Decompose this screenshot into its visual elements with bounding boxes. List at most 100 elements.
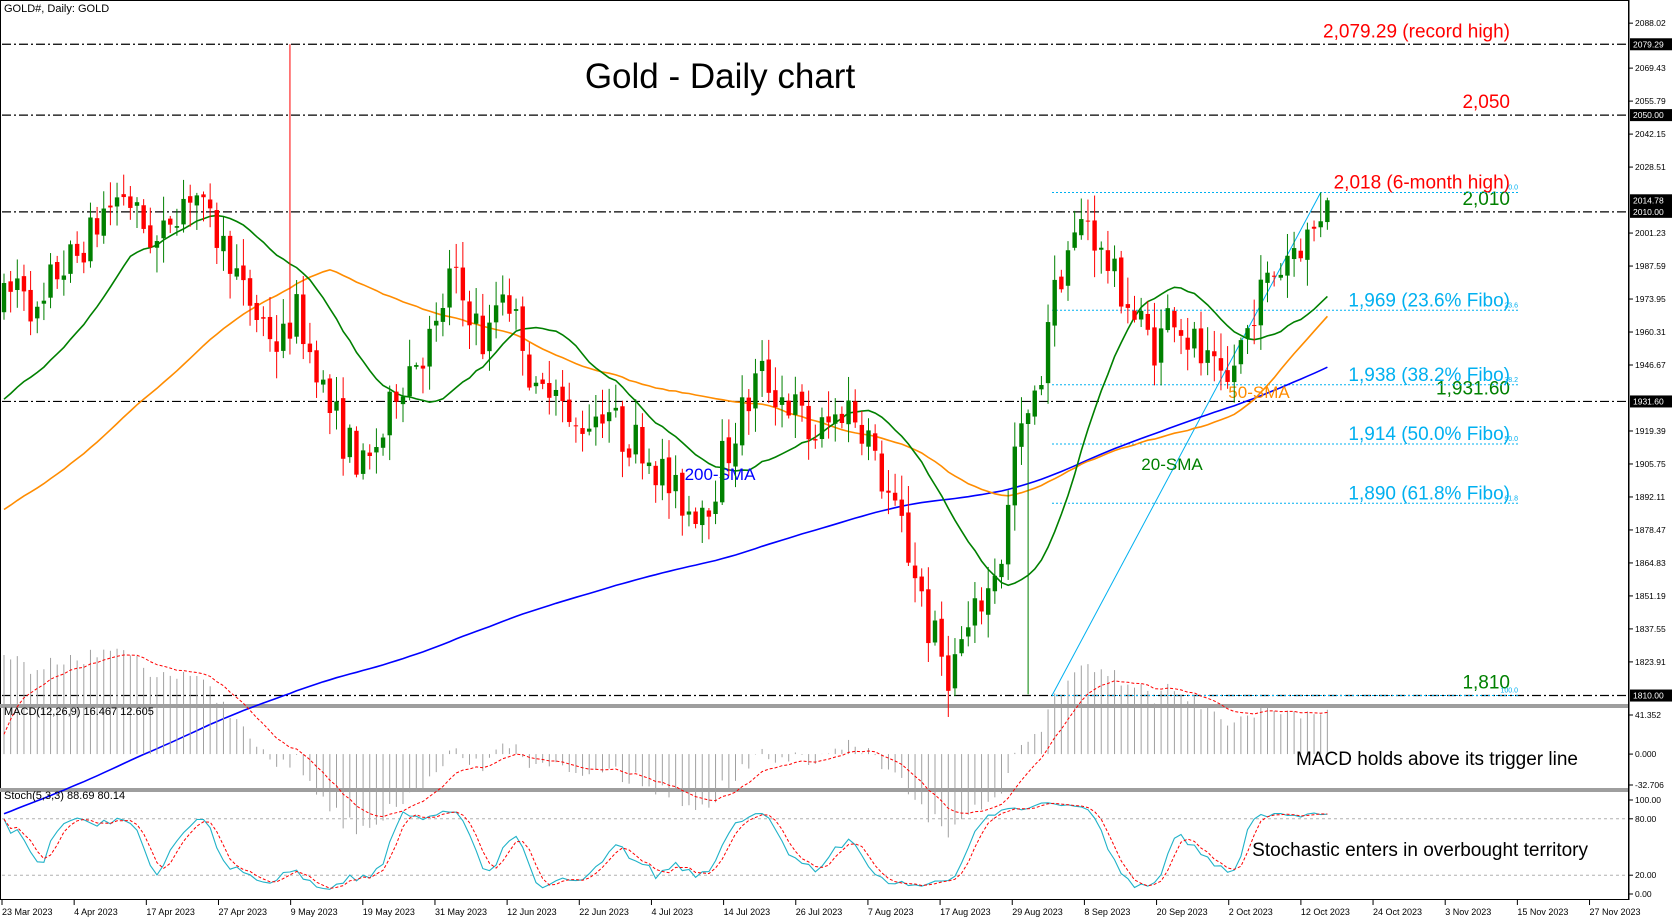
- candle-body: [979, 600, 984, 612]
- candle-body: [859, 424, 865, 444]
- price-tick-label: 2069.43: [1635, 63, 1666, 73]
- sma-label: 20-SMA: [1141, 455, 1203, 474]
- candle-body: [1218, 358, 1224, 371]
- candle-body: [520, 306, 525, 351]
- candle-body: [567, 399, 572, 423]
- price-tick-label: 1837.55: [1635, 624, 1666, 634]
- candle-body: [367, 452, 372, 457]
- candle-body: [1245, 328, 1250, 339]
- candle-body: [906, 512, 911, 563]
- candle-body: [999, 563, 1004, 578]
- candle-body: [61, 275, 67, 280]
- candle-body: [839, 413, 845, 423]
- candle-body: [1119, 257, 1124, 307]
- candle-body: [1311, 226, 1317, 229]
- candle-body: [1185, 337, 1190, 350]
- candle-body: [234, 268, 239, 277]
- candle-body: [8, 281, 13, 292]
- date-label: 24 Oct 2023: [1373, 907, 1422, 917]
- candle-body: [35, 306, 40, 319]
- candle-body: [939, 618, 944, 657]
- candle-body: [354, 430, 359, 475]
- candle-body: [593, 416, 599, 428]
- candle-body: [374, 447, 379, 453]
- candle-body: [753, 373, 758, 409]
- candle-body: [826, 416, 831, 423]
- candle-body: [680, 472, 685, 516]
- price-tick-label: 2028.51: [1635, 162, 1666, 172]
- candle-body: [986, 588, 991, 615]
- candle-body: [500, 294, 505, 303]
- candle-body: [347, 427, 352, 458]
- candle-body: [1105, 250, 1111, 271]
- candle-body: [1, 283, 7, 313]
- candle-body: [626, 448, 632, 458]
- level-label: 2,050: [1462, 92, 1510, 113]
- candle-body: [1099, 247, 1104, 250]
- candle-body: [1318, 221, 1323, 228]
- candle-body: [1092, 220, 1097, 251]
- price-marker-label: 2014.78: [1633, 195, 1664, 205]
- candle-body: [706, 510, 712, 517]
- level-label: 2,010: [1462, 189, 1510, 210]
- candle-body: [527, 354, 532, 388]
- candle-body: [460, 267, 466, 301]
- candle-body: [334, 401, 339, 411]
- candle-body: [932, 620, 938, 643]
- candle-body: [613, 407, 618, 411]
- candle-body: [81, 252, 86, 263]
- symbol-info: GOLD#, Daily: GOLD: [4, 3, 109, 15]
- price-tick-label: 1878.47: [1635, 525, 1666, 535]
- fibo-tag: 61.8: [1504, 495, 1518, 502]
- macd-tick-label: -32.706: [1635, 780, 1664, 790]
- date-axis: 23 Mar 2023 4 Apr 2023 17 Apr 2023 27 Apr 2…: [1, 900, 1641, 917]
- candle-body: [1325, 200, 1330, 223]
- candle-body: [1178, 330, 1184, 336]
- date-label: 20 Sep 2023: [1157, 907, 1208, 917]
- candle-body: [1271, 275, 1277, 277]
- candle-body: [1298, 250, 1303, 259]
- candle-body: [447, 268, 452, 308]
- candle-body: [400, 396, 406, 405]
- candle-body: [221, 235, 226, 252]
- price-panel: 2,079.29 (record high) 2,050 2,010 1,931.60…: [1, 21, 1628, 815]
- candle-body: [467, 301, 472, 326]
- candle-body: [720, 440, 725, 503]
- candle-body: [700, 507, 705, 526]
- candle-body: [1192, 328, 1197, 349]
- candle-body: [141, 205, 146, 229]
- candle-body: [959, 639, 964, 654]
- candle-body: [1045, 322, 1051, 384]
- date-label: 4 Jul 2023: [651, 907, 693, 917]
- price-marker-box: [1630, 395, 1672, 408]
- candle-body: [387, 391, 392, 436]
- price-tick-label: 1987.59: [1635, 261, 1666, 271]
- candle-body: [1019, 423, 1024, 447]
- candle-body: [227, 235, 233, 274]
- candle-body: [992, 575, 998, 592]
- candle-body: [1232, 365, 1237, 383]
- candle-body: [287, 322, 293, 339]
- candle-body: [487, 322, 492, 352]
- candle-body: [247, 278, 253, 306]
- candle-body: [74, 243, 80, 256]
- candle-body: [261, 317, 266, 319]
- fibo-label: 1,890 (61.8% Fibo): [1348, 483, 1510, 504]
- candle-body: [633, 424, 638, 455]
- candle-body: [813, 439, 818, 441]
- candle-body: [507, 295, 512, 314]
- date-label: 26 Jul 2023: [796, 907, 843, 917]
- candle-body: [666, 457, 672, 494]
- candle-body: [1291, 248, 1297, 260]
- candle-body: [1152, 327, 1157, 366]
- candle-body: [846, 400, 851, 425]
- candle-body: [314, 350, 319, 383]
- stoch-k-line: [3, 802, 1328, 890]
- stoch-tick-label: 20.00: [1635, 870, 1657, 880]
- stoch-tick-label: 80.00: [1635, 814, 1657, 824]
- price-tick-label: 1946.67: [1635, 360, 1666, 370]
- candle-body: [1278, 274, 1283, 278]
- date-label: 15 Nov 2023: [1517, 907, 1568, 917]
- price-marker-box: [1630, 205, 1672, 218]
